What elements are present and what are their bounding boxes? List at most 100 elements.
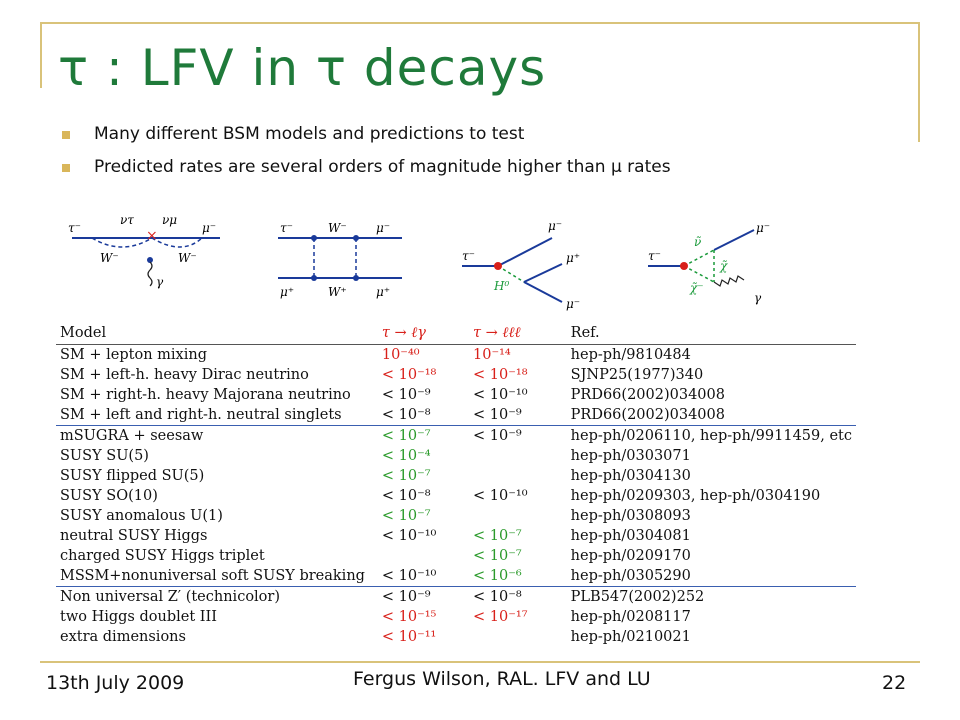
diagram-label: γ	[754, 291, 762, 305]
lll-cell: < 10⁻⁹	[473, 407, 522, 423]
diagram-label: τ⁻	[648, 249, 661, 263]
lgamma-cell: < 10⁻⁹	[381, 387, 431, 403]
lgamma-cell: < 10⁻¹⁰	[381, 528, 437, 544]
diagram-label: H⁰	[493, 279, 509, 293]
diagram-label: γ	[156, 275, 164, 289]
ref-cell: PRD66(2002)034008	[570, 407, 725, 423]
lll-cell: < 10⁻⁶	[473, 568, 522, 584]
frame-left-line	[40, 22, 42, 88]
model-cell: SM + left and right-h. neutral singlets	[60, 407, 342, 423]
model-cell: neutral SUSY Higgs	[60, 528, 208, 544]
diagram-label: μ⁻	[376, 221, 390, 235]
diagram-label: W⁻	[100, 251, 119, 265]
diagram-label: W⁻	[178, 251, 197, 265]
lgamma-cell: < 10⁻⁷	[381, 468, 431, 484]
frame-right-line	[918, 22, 920, 142]
table-row: SUSY flipped SU(5) < 10⁻⁷ hep-ph/0304130	[56, 466, 856, 486]
diagram-label: νμ	[162, 213, 177, 227]
model-cell: two Higgs doublet III	[60, 609, 217, 625]
bullet-square-icon	[62, 164, 70, 172]
model-cell: extra dimensions	[60, 629, 186, 645]
table-row: SUSY SO(10) < 10⁻⁸ < 10⁻¹⁰ hep-ph/0209303, …	[56, 486, 856, 506]
col-header-model: Model	[60, 325, 107, 341]
diagram-label: W⁺	[328, 285, 347, 299]
page-number: 22	[882, 672, 907, 694]
slide-title: τ : LFV in τ decays	[58, 39, 547, 97]
diagram-label: μ⁻	[548, 219, 562, 233]
ref-cell: hep-ph/0210021	[570, 629, 691, 645]
ref-cell: hep-ph/0303071	[570, 448, 691, 464]
frame-top-line	[40, 22, 920, 24]
ref-cell: SJNP25(1977)340	[570, 367, 704, 383]
lgamma-cell: < 10⁻¹⁵	[381, 609, 437, 625]
lll-cell	[469, 506, 567, 526]
lll-cell: 10⁻¹⁴	[473, 347, 511, 363]
diagram-label: W⁻	[328, 221, 347, 235]
lgamma-cell	[378, 546, 469, 566]
lll-cell: < 10⁻⁸	[469, 586, 567, 607]
lgamma-cell: < 10⁻⁹	[377, 586, 470, 607]
table-row: SM + right-h. heavy Majorana neutrino < 1…	[56, 385, 856, 405]
ref-cell: hep-ph/0308093	[570, 508, 691, 524]
diagram-susy: τ⁻ ν̃ χ̃ μ⁻ χ̃⁻ γ	[648, 221, 770, 305]
bullet-text: Predicted rates are several orders of ma…	[94, 157, 671, 177]
table-header-row: Model τ → ℓγ τ → ℓℓℓ Ref.	[56, 322, 856, 345]
lll-cell	[469, 466, 567, 486]
model-cell: SM + lepton mixing	[60, 347, 207, 363]
lgamma-cell: < 10⁻⁷	[377, 425, 470, 446]
lll-cell: < 10⁻¹⁰	[473, 387, 528, 403]
model-cell: Non universal Z′ (technicolor)	[56, 586, 378, 607]
lgamma-cell: < 10⁻⁸	[381, 488, 431, 504]
model-cell: charged SUSY Higgs triplet	[60, 548, 265, 564]
model-cell: SUSY flipped SU(5)	[60, 468, 205, 484]
ref-cell: hep-ph/0305290	[570, 568, 691, 584]
lgamma-cell: < 10⁻⁸	[381, 407, 431, 423]
lgamma-cell: < 10⁻¹¹	[381, 629, 437, 645]
ref-cell: hep-ph/0209170	[570, 548, 691, 564]
bullet-square-icon	[62, 131, 70, 139]
diagram-label: μ⁺	[566, 251, 580, 265]
table-row: MSSM+nonuniversal soft SUSY breaking < 10…	[56, 566, 856, 587]
diagram-label: μ⁻	[566, 297, 580, 311]
footer-author: Fergus Wilson, RAL. LFV and LU	[353, 668, 651, 690]
model-cell: SUSY anomalous U(1)	[60, 508, 223, 524]
ref-cell: hep-ph/0208117	[570, 609, 691, 625]
diagram-box-w: τ⁻ W⁻ μ⁻ μ⁺ W⁺ μ⁺	[278, 221, 402, 299]
table-row: two Higgs doublet III < 10⁻¹⁵ < 10⁻¹⁷ hep-p…	[56, 607, 856, 627]
lll-cell: < 10⁻⁹	[469, 425, 567, 446]
ref-cell: hep-ph/0206110, hep-ph/9911459, etc	[566, 425, 856, 446]
lgamma-cell: < 10⁻¹⁸	[381, 367, 437, 383]
lgamma-cell: 10⁻⁴⁰	[381, 347, 420, 363]
diagram-label: μ⁻	[756, 221, 770, 235]
ref-cell: hep-ph/0209303, hep-ph/0304190	[570, 488, 821, 504]
lll-cell	[469, 627, 567, 647]
lll-cell: < 10⁻¹⁸	[473, 367, 528, 383]
table-row: charged SUSY Higgs triplet < 10⁻⁷ hep-ph/0…	[56, 546, 856, 566]
diagram-label: χ̃	[719, 259, 728, 273]
lll-cell: < 10⁻¹⁷	[473, 609, 528, 625]
ref-cell: hep-ph/9810484	[570, 347, 691, 363]
lgamma-cell: < 10⁻⁴	[381, 448, 431, 464]
table-row: neutral SUSY Higgs < 10⁻¹⁰ < 10⁻⁷ hep-ph/03…	[56, 526, 856, 546]
model-cell: SUSY SU(5)	[60, 448, 149, 464]
diagram-neutrino-mixing: × τ⁻ ντ νμ μ⁻ W⁻ W⁻ γ	[68, 213, 220, 289]
model-cell: SM + left-h. heavy Dirac neutrino	[60, 367, 309, 383]
table-row: Non universal Z′ (technicolor) < 10⁻⁹ < 10…	[56, 586, 856, 607]
col-header-lll: τ → ℓℓℓ	[473, 324, 521, 341]
diagram-label: μ⁺	[376, 285, 390, 299]
table-row: extra dimensions < 10⁻¹¹ hep-ph/0210021	[56, 627, 856, 647]
ref-cell: hep-ph/0304130	[570, 468, 691, 484]
model-cell: mSUGRA + seesaw	[56, 425, 378, 446]
diagram-label: ν̃	[694, 235, 701, 249]
table-row: SUSY anomalous U(1) < 10⁻⁷ hep-ph/0308093	[56, 506, 856, 526]
diagram-label: ×	[146, 228, 158, 244]
bullet-item: Predicted rates are several orders of ma…	[60, 151, 671, 184]
bullet-text: Many different BSM models and prediction…	[94, 124, 525, 144]
bullet-list: Many different BSM models and prediction…	[60, 118, 671, 184]
ref-cell: hep-ph/0304081	[570, 528, 691, 544]
frame-bottom-line	[40, 661, 920, 663]
footer-date: 13th July 2009	[46, 672, 185, 694]
model-cell: MSSM+nonuniversal soft SUSY breaking	[60, 568, 365, 584]
table-row: SUSY SU(5) < 10⁻⁴ hep-ph/0303071	[56, 446, 856, 466]
lgamma-cell: < 10⁻⁷	[381, 508, 431, 524]
